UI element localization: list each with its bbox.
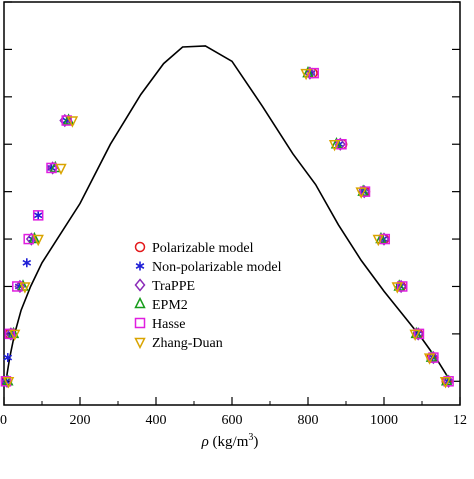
data-point-square [359, 186, 371, 197]
data-point-square [443, 376, 454, 387]
data-point-square [4, 328, 15, 340]
data-point-square [396, 281, 408, 292]
data-point-triangle-down [300, 68, 312, 81]
x-tick-label: 600 [222, 413, 243, 428]
asterisk-stroke [33, 212, 43, 219]
data-point-square [23, 233, 34, 245]
x-axis-label-close: ) [253, 434, 258, 450]
data-point-diamond [14, 279, 26, 294]
x-tick-label: 12 [453, 413, 467, 428]
data-point-triangle-down [8, 329, 21, 342]
legend-marker-triangle-down [134, 337, 146, 350]
data-point-square [413, 328, 425, 340]
x-axis-label-exponent: 3 [248, 432, 253, 443]
asterisk-stroke [3, 354, 13, 361]
legend-marker-asterisk [135, 261, 145, 271]
data-point-triangle-down [66, 116, 79, 128]
coexistence-curve [5, 45, 452, 382]
asterisk-stroke [62, 117, 72, 124]
data-point-triangle-down [372, 234, 385, 247]
data-point-triangle-down [19, 282, 31, 294]
legend-label: Zhang-Duan [152, 336, 223, 351]
legend-label: Hasse [152, 317, 185, 332]
legend-marker-square [134, 317, 146, 329]
data-point-triangle-down [391, 282, 404, 294]
legend-label: TraPPE [152, 279, 195, 294]
x-tick-label: 0 [0, 413, 7, 428]
data-point-triangle-up [393, 279, 405, 291]
data-point-asterisk [33, 210, 43, 220]
legend-label: EPM2 [152, 298, 188, 313]
data-point-triangle-down [55, 163, 67, 176]
data-point-triangle-down [32, 234, 44, 247]
legend-label: Non-polarizable model [152, 260, 282, 275]
data-point-asterisk [3, 353, 13, 363]
data-point-square [61, 115, 72, 126]
data-point-triangle-down [409, 329, 421, 342]
data-point-square [428, 352, 439, 363]
asterisk-stroke [22, 259, 32, 266]
x-tick-label: 800 [298, 413, 319, 428]
data-point-triangle-up [28, 231, 41, 244]
x-tick-label: 200 [70, 413, 91, 428]
legend-marker-diamond [134, 278, 146, 292]
axes: 0 200 400 600 800 1000 12 [0, 1, 467, 428]
data-point-triangle-up [17, 279, 29, 291]
data-point-square [0, 376, 12, 387]
data-point-triangle-down [328, 139, 341, 152]
data-point-triangle-down [439, 377, 452, 389]
x-tick-label: 1000 [370, 413, 398, 428]
x-axis-label-unit: (kg/m [209, 434, 249, 450]
data-point-asterisk [22, 258, 32, 268]
data-markers [0, 65, 455, 389]
x-tick-label: 400 [146, 413, 167, 428]
legend-label: Polarizable model [152, 241, 254, 256]
data-point-triangle-down [2, 377, 15, 389]
data-point-square [32, 210, 44, 221]
data-point-square [46, 162, 57, 174]
fit-curve-layer [5, 45, 452, 382]
legend: Polarizable model Non-polarizable model Tr… [134, 241, 282, 351]
data-point-triangle-down [423, 353, 436, 365]
legend-marker-triangle-up [134, 296, 146, 309]
x-axis-label: ρ (kg/m3) [201, 432, 259, 450]
asterisk-stroke [135, 263, 145, 269]
x-axis-label-symbol: ρ [201, 434, 209, 450]
legend-marker-circle [134, 241, 146, 253]
data-point-triangle-up [302, 65, 314, 78]
data-point-triangle-down [355, 187, 367, 199]
